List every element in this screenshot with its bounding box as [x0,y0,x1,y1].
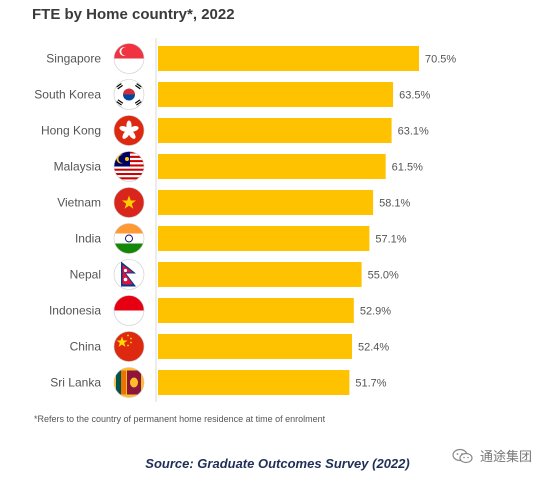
value-label: 58.1% [379,198,410,210]
category-label: Indonesia [49,304,101,318]
bar [158,82,394,107]
value-label: 51.7% [355,378,386,390]
value-label: 61.5% [392,162,423,174]
category-label: India [75,232,101,246]
value-label: 70.5% [425,54,456,66]
value-label: 52.4% [358,342,389,354]
category-label: China [70,340,102,354]
bar [158,226,370,251]
bar [158,46,419,71]
footnote: *Refers to the country of permanent home… [34,414,326,424]
watermark: 通途集团 [452,446,532,465]
value-label: 63.1% [398,126,429,138]
china-flag-icon [113,331,145,362]
category-label: South Korea [34,88,101,102]
bar [158,298,354,323]
sri-lanka-flag-icon [113,367,145,398]
bar [158,154,386,179]
category-label: Sri Lanka [50,376,101,390]
bar [158,262,362,287]
value-label: 52.9% [360,306,391,318]
bar [158,118,392,143]
singapore-flag-icon [113,43,145,74]
bar [158,370,350,395]
value-label: 55.0% [368,270,399,282]
south-korea-flag-icon [113,79,145,110]
category-label: Vietnam [57,196,101,210]
bar [158,334,352,359]
value-label: 57.1% [375,234,406,246]
chart-title: FTE by Home country*, 2022 [32,6,235,23]
hong-kong-flag-icon [113,115,145,146]
bar-chart: Singapore 70.5% South Korea 63.5% Hong Kong 6… [34,38,456,402]
value-label: 63.5% [399,90,430,102]
category-label: Singapore [46,52,101,66]
nepal-flag-icon [113,259,145,290]
category-label: Nepal [70,268,101,282]
bar [158,190,374,215]
malaysia-flag-icon [113,151,145,182]
category-label: Malaysia [54,160,102,174]
source-note: Source: Graduate Outcomes Survey (2022) [145,456,410,471]
india-flag-icon [113,223,145,254]
vietnam-flag-icon [113,187,145,218]
category-label: Hong Kong [41,124,101,138]
wechat-icon [452,448,473,463]
watermark-text: 通途集团 [480,449,533,464]
indonesia-flag-icon [113,295,145,326]
